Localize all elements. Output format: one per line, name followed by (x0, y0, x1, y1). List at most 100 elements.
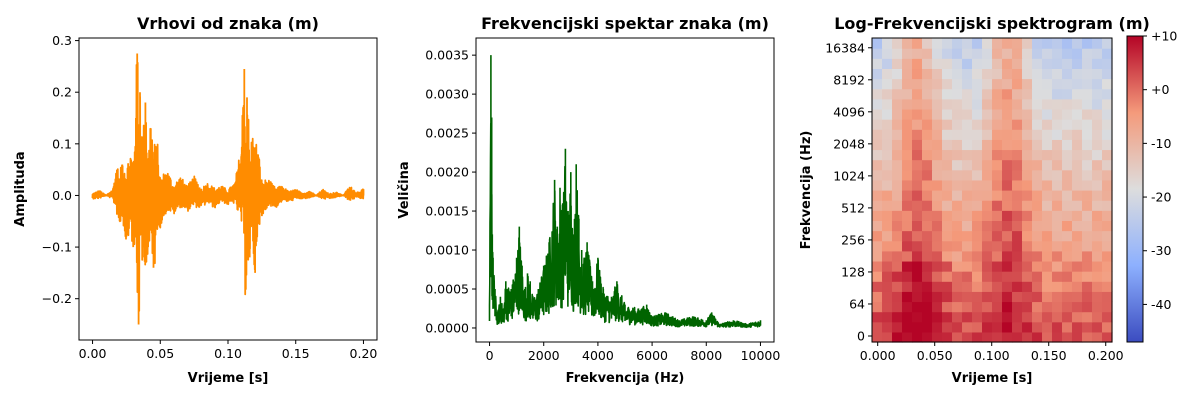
spectrogram-cell (982, 108, 993, 120)
spectrogram-cell (912, 139, 923, 151)
spectrogram-cell (1022, 179, 1033, 191)
spectrogram-cell (1072, 78, 1083, 90)
spectrogram-cell (962, 119, 973, 130)
x-tick-label: 0.15 (282, 346, 310, 361)
spectrogram-cell (872, 301, 883, 313)
spectrogram-cell (882, 68, 893, 80)
spectrogram-cell (1092, 58, 1103, 69)
spectrogram-cell (1082, 190, 1093, 201)
spectrogram-cell (902, 271, 913, 282)
x-axis-label: Vrijeme [s] (188, 371, 269, 386)
spectrogram-cell (1032, 68, 1043, 80)
spectrogram-cell (942, 48, 953, 59)
spectrogram-cell (1032, 139, 1043, 151)
spectrogram-cell (1062, 68, 1073, 80)
spectrogram-cell (932, 78, 943, 90)
spectrogram-cell (952, 78, 963, 90)
spectrogram-cell (872, 220, 883, 232)
spectrogram-cell (882, 88, 893, 100)
spectrogram-cell (1062, 250, 1073, 262)
spectrogram-cell (962, 169, 973, 181)
spectrogram-cell (1102, 271, 1113, 282)
spectrogram-cell (882, 98, 893, 110)
spectrogram-cell (1052, 321, 1063, 333)
spectrogram-cell (882, 78, 893, 90)
spectrogram-cell (952, 321, 963, 333)
spectrogram-cell (922, 311, 933, 323)
spectrogram-cell (1022, 139, 1033, 151)
spectrogram-cell (1032, 301, 1043, 313)
spectrogram-cell (1002, 230, 1013, 242)
spectrogram-cell (882, 169, 893, 181)
spectrogram-cell (1072, 139, 1083, 151)
spectrogram-cell (1022, 200, 1033, 211)
spectrogram-cell (1002, 220, 1013, 232)
spectrogram-cell (1012, 139, 1023, 151)
spectrogram-cell (1042, 149, 1053, 161)
panel-amplitude: Vrhovi od znaka (m) 0.00 0.05 0.10 0.15 0.20… (13, 14, 378, 386)
spectrogram-cell (902, 159, 913, 171)
spectrogram-cell (1052, 281, 1063, 292)
spectrogram-cell (1052, 98, 1063, 110)
spectrogram-cell (932, 321, 943, 333)
spectrogram-cell (1062, 119, 1073, 130)
spectrogram-cell (1022, 58, 1033, 69)
spectrogram-cell (972, 321, 983, 333)
spectrogram-cell (872, 200, 883, 211)
spectrogram-cell (952, 139, 963, 151)
spectrogram-cell (1102, 68, 1113, 80)
spectrogram-cell (972, 210, 983, 221)
spectrogram-cell (912, 291, 923, 303)
spectrogram-cell (1022, 220, 1033, 232)
spectrogram-cell (922, 108, 933, 120)
spectrogram-cell (992, 58, 1003, 69)
spectrogram-cell (1092, 311, 1103, 323)
spectrogram-cell (1042, 119, 1053, 130)
spectrogram-cell (1032, 190, 1043, 201)
spectrogram-cell (902, 149, 913, 161)
x-tick-label: 0.20 (350, 346, 378, 361)
spectrogram-cell (972, 291, 983, 303)
spectrogram-cell (882, 321, 893, 333)
panel-spectrum: Frekvencijski spektar znaka (m) 0 2000 400… (397, 14, 780, 386)
spectrogram-cell (902, 331, 913, 343)
spectrogram-cell (1052, 149, 1063, 161)
spectrogram-cell (1062, 58, 1073, 69)
spectrogram-cell (1032, 169, 1043, 181)
spectrogram-cell (932, 240, 943, 252)
spectrogram-cell (1012, 88, 1023, 100)
spectrogram-cell (912, 250, 923, 262)
spectrogram-cell (932, 88, 943, 100)
spectrogram-cell (962, 291, 973, 303)
x-axis-label: Vrijeme [s] (952, 371, 1033, 386)
spectrogram-cell (1042, 311, 1053, 323)
spectrogram-cell (1002, 271, 1013, 282)
spectrogram-cell (1042, 200, 1053, 211)
spectrogram-cell (902, 190, 913, 201)
colorbar-tick-label: -10 (1151, 136, 1171, 151)
spectrogram-cell (1082, 331, 1093, 343)
spectrogram-cell (1002, 159, 1013, 171)
spectrogram-cell (902, 220, 913, 232)
spectrogram-cell (932, 98, 943, 110)
spectrogram-cell (892, 169, 903, 181)
spectrogram-cell (992, 321, 1003, 333)
axis-ticks: 0 2000 4000 6000 8000 10000 0.0000 0.0005 0.0010… (425, 48, 780, 363)
spectrogram-cell (952, 169, 963, 181)
spectrogram-cell (942, 108, 953, 120)
spectrogram-cell (872, 281, 883, 292)
spectrogram-cell (892, 68, 903, 80)
spectrogram-cell (872, 240, 883, 252)
y-axis-label: Amplituda (13, 151, 28, 226)
spectrogram-cell (1082, 129, 1093, 140)
y-tick-label: 512 (841, 200, 865, 215)
spectrogram-cell (982, 169, 993, 181)
spectrogram-cell (1082, 200, 1093, 211)
spectrogram-cell (932, 260, 943, 272)
spectrogram-cell (872, 88, 883, 100)
spectrogram-cell (1022, 210, 1033, 221)
spectrogram-cell (1012, 159, 1023, 171)
spectrogram-cell (912, 48, 923, 59)
spectrogram-cell (942, 78, 953, 90)
spectrogram-cell (1052, 271, 1063, 282)
